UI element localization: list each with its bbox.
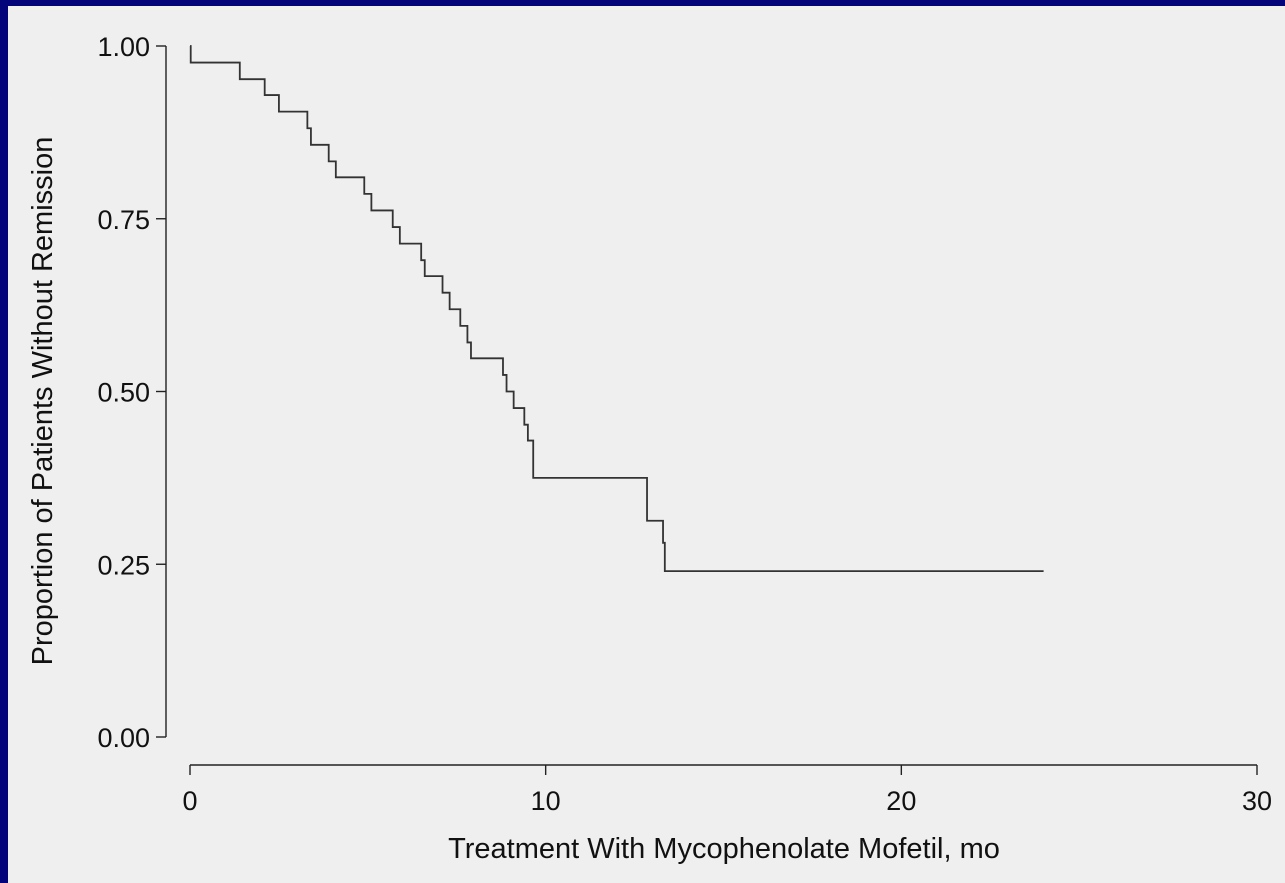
y-tick-label: 0.75 <box>97 205 150 235</box>
series-layer <box>189 45 1044 573</box>
y-axis-title: Proportion of Patients Without Remission <box>27 137 59 666</box>
y-tick-label: 0.25 <box>97 550 150 580</box>
x-axis-title: Treatment With Mycophenolate Mofetil, mo <box>448 833 1000 865</box>
x-tick-label: 0 <box>182 786 197 816</box>
survival-step-line <box>189 45 1044 573</box>
y-ticks: 0.00 0.25 0.50 0.75 1.00 <box>97 32 166 753</box>
chart-panel: 0.00 0.25 0.50 0.75 1.00 0 10 20 30 Proportion … <box>8 6 1285 883</box>
y-tick-label: 0.50 <box>97 378 150 408</box>
x-tick-label: 30 <box>1242 786 1272 816</box>
x-tick-label: 20 <box>886 786 916 816</box>
y-tick-label: 0.00 <box>97 723 150 753</box>
axes <box>165 46 1257 766</box>
y-tick-label: 1.00 <box>97 32 150 62</box>
x-tick-label: 10 <box>531 786 561 816</box>
x-ticks: 0 10 20 30 <box>182 765 1272 816</box>
km-chart: 0.00 0.25 0.50 0.75 1.00 0 10 20 30 Proportion … <box>27 32 1272 865</box>
